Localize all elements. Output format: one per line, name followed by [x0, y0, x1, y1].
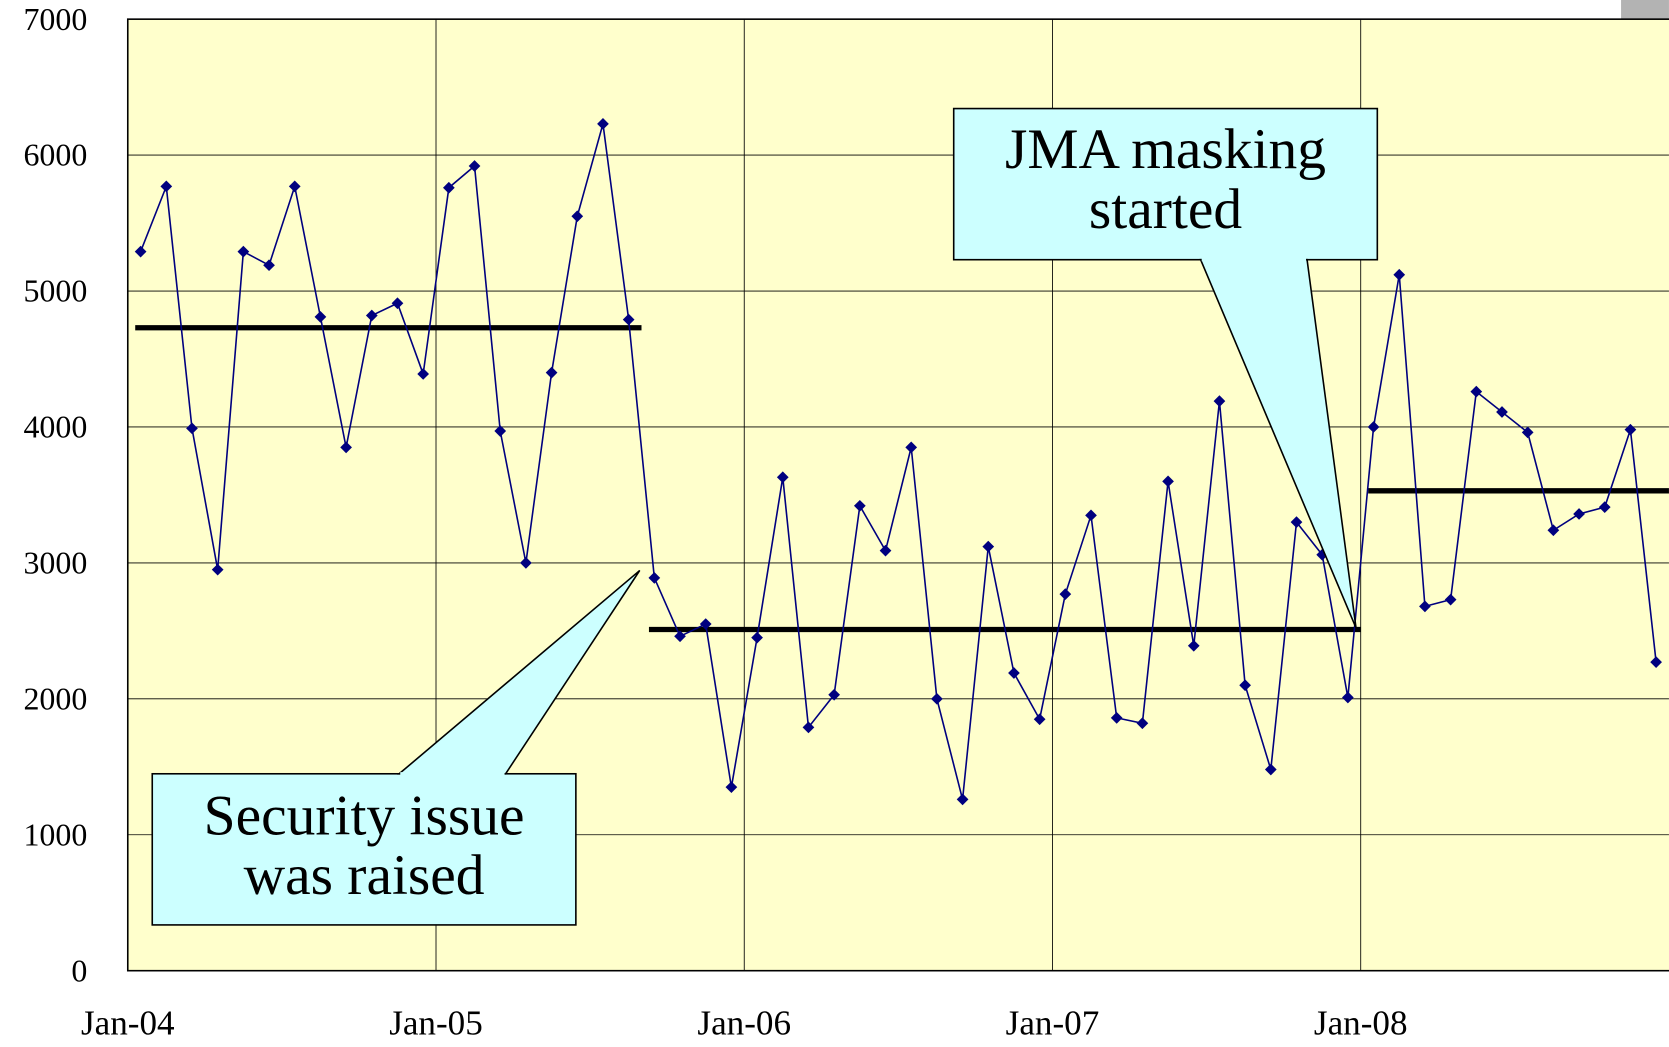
y-tick-label: 5000 [23, 274, 87, 309]
x-tick-label: Jan-06 [697, 1004, 791, 1042]
callout-text: Security issue [204, 784, 525, 847]
y-tick-label: 2000 [23, 681, 87, 716]
x-tick-label: Jan-08 [1314, 1004, 1408, 1042]
corner-decoration [1621, 0, 1669, 19]
callout-text: JMA masking [1005, 118, 1326, 181]
y-tick-label: 4000 [23, 410, 87, 445]
x-tick-label: Jan-07 [1006, 1004, 1100, 1042]
x-tick-label: Jan-04 [81, 1004, 175, 1042]
x-tick-label: Jan-05 [389, 1004, 483, 1042]
callout-text: was raised [244, 844, 485, 907]
page: 0 1000 2000 3000 4000 5000 6000 7000 Jan-04 Jan-0… [0, 0, 1669, 1047]
y-tick-label: 7000 [23, 2, 87, 37]
y-tick-label: 0 [71, 953, 87, 988]
callout-text: started [1089, 178, 1242, 241]
y-tick-label: 3000 [23, 546, 87, 581]
y-tick-label: 6000 [23, 138, 87, 173]
chart: 0 1000 2000 3000 4000 5000 6000 7000 Jan-04 Jan-0… [0, 0, 1669, 1042]
y-tick-label: 1000 [23, 817, 87, 852]
